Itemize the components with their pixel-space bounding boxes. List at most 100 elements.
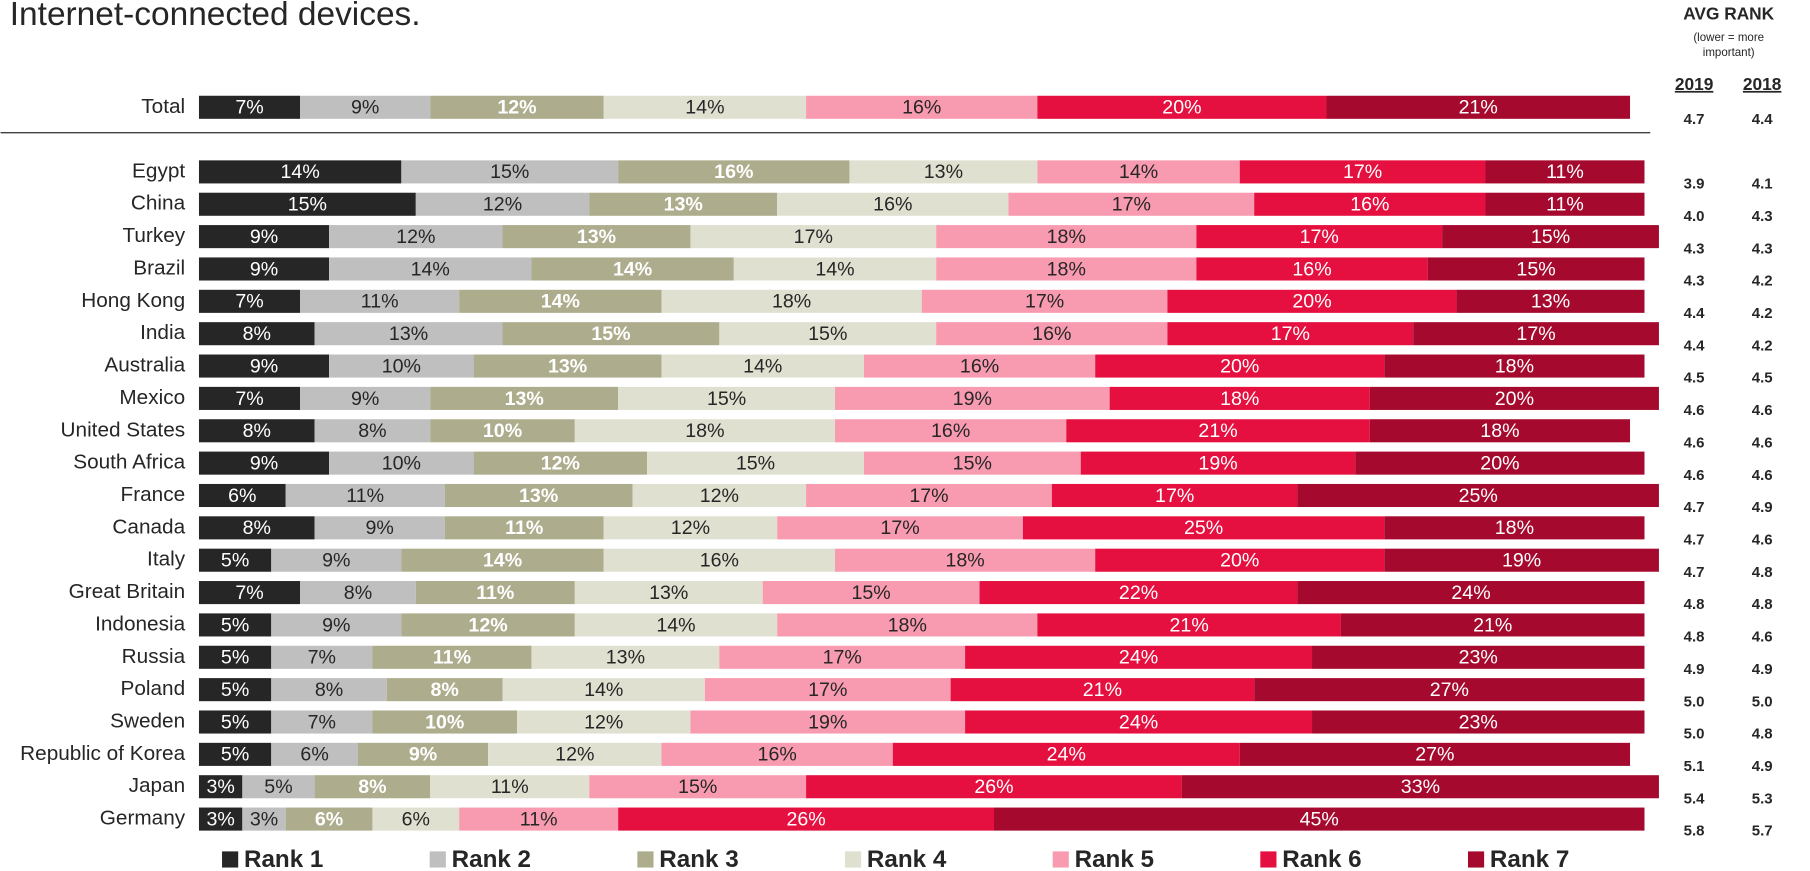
legend-label: Rank 6 [1282,846,1361,871]
bar-segment [329,257,532,281]
data-label: 18% [1047,258,1086,280]
data-label: 10% [382,452,421,474]
data-label: 10% [425,711,464,733]
bar-segment [473,451,648,475]
data-label: 15% [288,194,327,216]
bar-segment [198,548,272,572]
bar-segment [603,516,778,540]
data-label: 12% [483,194,522,216]
data-label: 11% [361,291,399,313]
bar-segment [589,192,778,216]
bar-segment [430,386,619,410]
category-label: Mexico [119,386,185,409]
bar-segment [198,451,330,475]
legend-swatch [845,851,862,868]
data-label: 19% [1502,550,1541,572]
bar-segment [1109,386,1370,410]
data-label: 25% [1459,485,1498,507]
bar-segment [965,645,1313,669]
legend-label: Rank 1 [244,846,323,871]
bar-segment [271,645,373,669]
data-label: 14% [584,679,623,701]
bar-segment [1239,742,1631,766]
bar-segment [1167,289,1457,313]
avg-rank-2019: 5.8 [1684,823,1705,840]
bar-segment [762,581,980,605]
bar-segment [300,386,431,410]
avg-rank-2019: 4.4 [1684,305,1705,322]
bar-segment [1008,192,1255,216]
bar-segment [198,613,272,637]
avg-rank-2019: 4.8 [1684,629,1705,646]
data-label: 15% [591,323,630,345]
data-label: 6% [315,808,343,830]
bar-segment [357,742,489,766]
category-label: Hong Kong [81,289,185,312]
data-label: 14% [281,161,320,183]
data-label: 5% [221,614,249,636]
bar-segment [300,95,431,119]
avg-rank-note: (lower = more [1693,32,1764,44]
data-label: 20% [1495,388,1534,410]
bar-segment [1485,160,1645,184]
data-label: 11% [476,582,514,604]
bar-segment [690,710,966,734]
data-label: 12% [671,517,710,539]
avg-rank-2018: 4.6 [1752,402,1773,419]
data-label: 16% [902,97,941,119]
bar-segment [198,419,315,443]
bar-segment [300,581,416,605]
bar-segment [1080,451,1356,475]
bar-segment [1413,322,1659,346]
year-header: 2019 [1675,74,1713,94]
bar-segment [285,807,373,831]
data-label: 18% [1047,226,1086,248]
data-label: 13% [649,582,688,604]
avg-rank-2018: 4.2 [1752,337,1773,354]
bar-segment [271,548,402,572]
data-label: 11% [491,776,529,798]
data-label: 9% [250,258,278,280]
avg-rank-2019: 5.0 [1684,693,1705,710]
data-label: 8% [243,517,271,539]
bar-segment [1369,386,1659,410]
category-label: Canada [112,515,185,538]
data-label: 12% [700,485,739,507]
data-label: 25% [1184,517,1223,539]
data-label: 18% [1495,517,1534,539]
bar-segment [719,322,937,346]
avg-rank-2018: 4.9 [1752,499,1773,516]
data-label: 11% [505,517,543,539]
data-label: 13% [389,323,428,345]
data-label: 14% [1119,161,1158,183]
avg-rank-2018: 4.2 [1752,305,1773,322]
data-label: 26% [974,776,1013,798]
data-label: 12% [497,97,536,119]
year-header: 2018 [1743,74,1782,94]
bar-segment [806,775,1182,799]
data-label: 9% [250,452,278,474]
bar-segment [198,483,286,508]
category-label: China [131,192,186,215]
avg-rank-note: important) [1703,47,1755,59]
data-label: 16% [931,420,970,442]
data-label: 15% [736,452,775,474]
data-label: 5% [221,744,249,766]
bar-segment [1095,548,1385,572]
data-label: 14% [483,550,522,572]
bar-segment [1254,192,1486,216]
avg-rank-2018: 5.7 [1752,823,1773,840]
bar-segment [459,807,619,831]
data-label: 9% [351,97,379,119]
data-label: 5% [221,679,249,701]
avg-rank-2018: 4.9 [1752,758,1773,775]
data-label: 9% [250,355,278,377]
data-label: 3% [206,808,234,830]
bar-segment [401,613,575,637]
bar-segment [314,775,431,799]
data-label: 13% [548,355,587,377]
bar-segment [459,289,662,313]
category-label: Germany [100,807,186,830]
bar-segment [849,160,1038,184]
data-label: 17% [1112,194,1151,216]
